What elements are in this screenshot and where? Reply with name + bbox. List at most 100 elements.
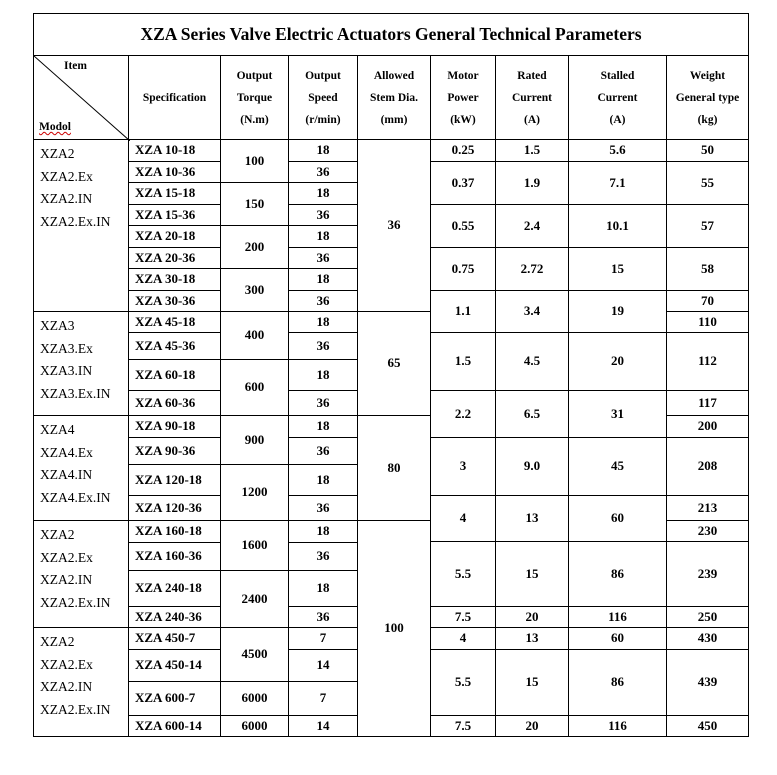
- weight-cell: 430: [666, 627, 749, 650]
- weight-cell: 213: [666, 495, 749, 521]
- speed-cell: 18: [288, 415, 358, 438]
- speed-cell: 14: [288, 715, 358, 737]
- torque-cell: 1200: [220, 464, 289, 521]
- specification-cell: XZA 45-36: [128, 332, 221, 360]
- speed-cell: 36: [288, 204, 358, 226]
- weight-cell: 58: [666, 247, 749, 291]
- torque-cell: 200: [220, 225, 289, 269]
- weight-cell: 230: [666, 520, 749, 542]
- speed-cell: 36: [288, 247, 358, 269]
- rated-current-cell: 15: [495, 541, 569, 607]
- weight-cell: 439: [666, 649, 749, 716]
- rated-current-cell: 15: [495, 649, 569, 716]
- torque-cell: 900: [220, 415, 289, 465]
- item-label: Item: [64, 60, 87, 72]
- specification-cell: XZA 600-14: [128, 715, 221, 737]
- stalled-current-cell: 45: [568, 437, 667, 496]
- stalled-current-cell: 19: [568, 290, 667, 333]
- speed-cell: 36: [288, 606, 358, 628]
- motor-power-cell: 0.55: [430, 204, 496, 248]
- specification-cell: XZA 90-18: [128, 415, 221, 438]
- specification-cell: XZA 15-36: [128, 204, 221, 226]
- rated-current-cell: 4.5: [495, 332, 569, 391]
- specification-cell: XZA 20-18: [128, 225, 221, 248]
- column-header-motor-power: Motor Power (kW): [430, 55, 496, 140]
- rated-current-cell: 13: [495, 495, 569, 542]
- rated-current-cell: 13: [495, 627, 569, 650]
- specification-cell: XZA 160-36: [128, 542, 221, 571]
- rated-current-cell: 6.5: [495, 390, 569, 438]
- rated-current-cell: 20: [495, 606, 569, 628]
- speed-cell: 18: [288, 225, 358, 248]
- weight-cell: 112: [666, 332, 749, 391]
- stalled-current-cell: 10.1: [568, 204, 667, 248]
- torque-cell: 600: [220, 359, 289, 416]
- stalled-current-cell: 20: [568, 332, 667, 391]
- model-group-cell: XZA2 XZA2.Ex XZA2.IN XZA2.Ex.IN: [33, 627, 129, 737]
- specification-cell: XZA 60-18: [128, 359, 221, 391]
- speed-cell: 14: [288, 649, 358, 682]
- weight-cell: 55: [666, 161, 749, 205]
- diagonal-divider: [34, 56, 130, 141]
- weight-cell: 70: [666, 290, 749, 312]
- specification-cell: XZA 240-18: [128, 570, 221, 607]
- model-group-cell: XZA2 XZA2.Ex XZA2.IN XZA2.Ex.IN: [33, 139, 129, 312]
- motor-power-cell: 7.5: [430, 715, 496, 737]
- specification-cell: XZA 30-36: [128, 290, 221, 312]
- specification-cell: XZA 10-18: [128, 139, 221, 162]
- rated-current-cell: 2.72: [495, 247, 569, 291]
- column-header-weight: Weight General type (kg): [666, 55, 749, 140]
- specification-cell: XZA 120-36: [128, 495, 221, 521]
- motor-power-cell: 3: [430, 437, 496, 496]
- stem-dia-cell: 100: [357, 520, 431, 737]
- torque-cell: 6000: [220, 681, 289, 716]
- model-group-cell: XZA2 XZA2.Ex XZA2.IN XZA2.Ex.IN: [33, 520, 129, 628]
- item-model-header-cell: Item Modol: [33, 55, 130, 141]
- model-group-cell: XZA3 XZA3.Ex XZA3.IN XZA3.Ex.IN: [33, 311, 129, 416]
- rated-current-cell: 9.0: [495, 437, 569, 496]
- stem-dia-cell: 65: [357, 311, 431, 416]
- torque-cell: 400: [220, 311, 289, 360]
- rated-current-cell: 3.4: [495, 290, 569, 333]
- speed-cell: 36: [288, 332, 358, 360]
- specification-cell: XZA 90-36: [128, 437, 221, 465]
- speed-cell: 18: [288, 359, 358, 391]
- weight-cell: 250: [666, 606, 749, 628]
- table-title: XZA Series Valve Electric Actuators Gene…: [33, 13, 749, 56]
- stem-dia-cell: 80: [357, 415, 431, 521]
- specification-cell: XZA 20-36: [128, 247, 221, 269]
- specification-cell: XZA 600-7: [128, 681, 221, 716]
- weight-cell: 239: [666, 541, 749, 607]
- torque-cell: 150: [220, 182, 289, 226]
- column-header-output-speed: Output Speed (r/min): [288, 55, 358, 140]
- speed-cell: 18: [288, 182, 358, 205]
- weight-cell: 57: [666, 204, 749, 248]
- weight-cell: 110: [666, 311, 749, 333]
- column-header-allowed-stem-dia: Allowed Stem Dia. (mm): [357, 55, 431, 140]
- speed-cell: 36: [288, 542, 358, 571]
- motor-power-cell: 2.2: [430, 390, 496, 438]
- rated-current-cell: 1.5: [495, 139, 569, 162]
- specification-cell: XZA 450-14: [128, 649, 221, 682]
- weight-cell: 50: [666, 139, 749, 162]
- speed-cell: 7: [288, 627, 358, 650]
- weight-cell: 117: [666, 390, 749, 416]
- specification-cell: XZA 10-36: [128, 161, 221, 183]
- specification-cell: XZA 120-18: [128, 464, 221, 496]
- column-header-rated-current: Rated Current (A): [495, 55, 569, 140]
- motor-power-cell: 1.5: [430, 332, 496, 391]
- model-label: Modol: [39, 121, 71, 133]
- stalled-current-cell: 60: [568, 495, 667, 542]
- motor-power-cell: 4: [430, 495, 496, 542]
- speed-cell: 7: [288, 681, 358, 716]
- speed-cell: 36: [288, 390, 358, 416]
- motor-power-cell: 0.37: [430, 161, 496, 205]
- motor-power-cell: 5.5: [430, 649, 496, 716]
- stalled-current-cell: 116: [568, 715, 667, 737]
- weight-cell: 208: [666, 437, 749, 496]
- torque-cell: 2400: [220, 570, 289, 628]
- specification-cell: XZA 45-18: [128, 311, 221, 333]
- column-header-stalled-current: Stalled Current (A): [568, 55, 667, 140]
- speed-cell: 18: [288, 570, 358, 607]
- column-header-output-torque: Output Torque (N.m): [220, 55, 289, 140]
